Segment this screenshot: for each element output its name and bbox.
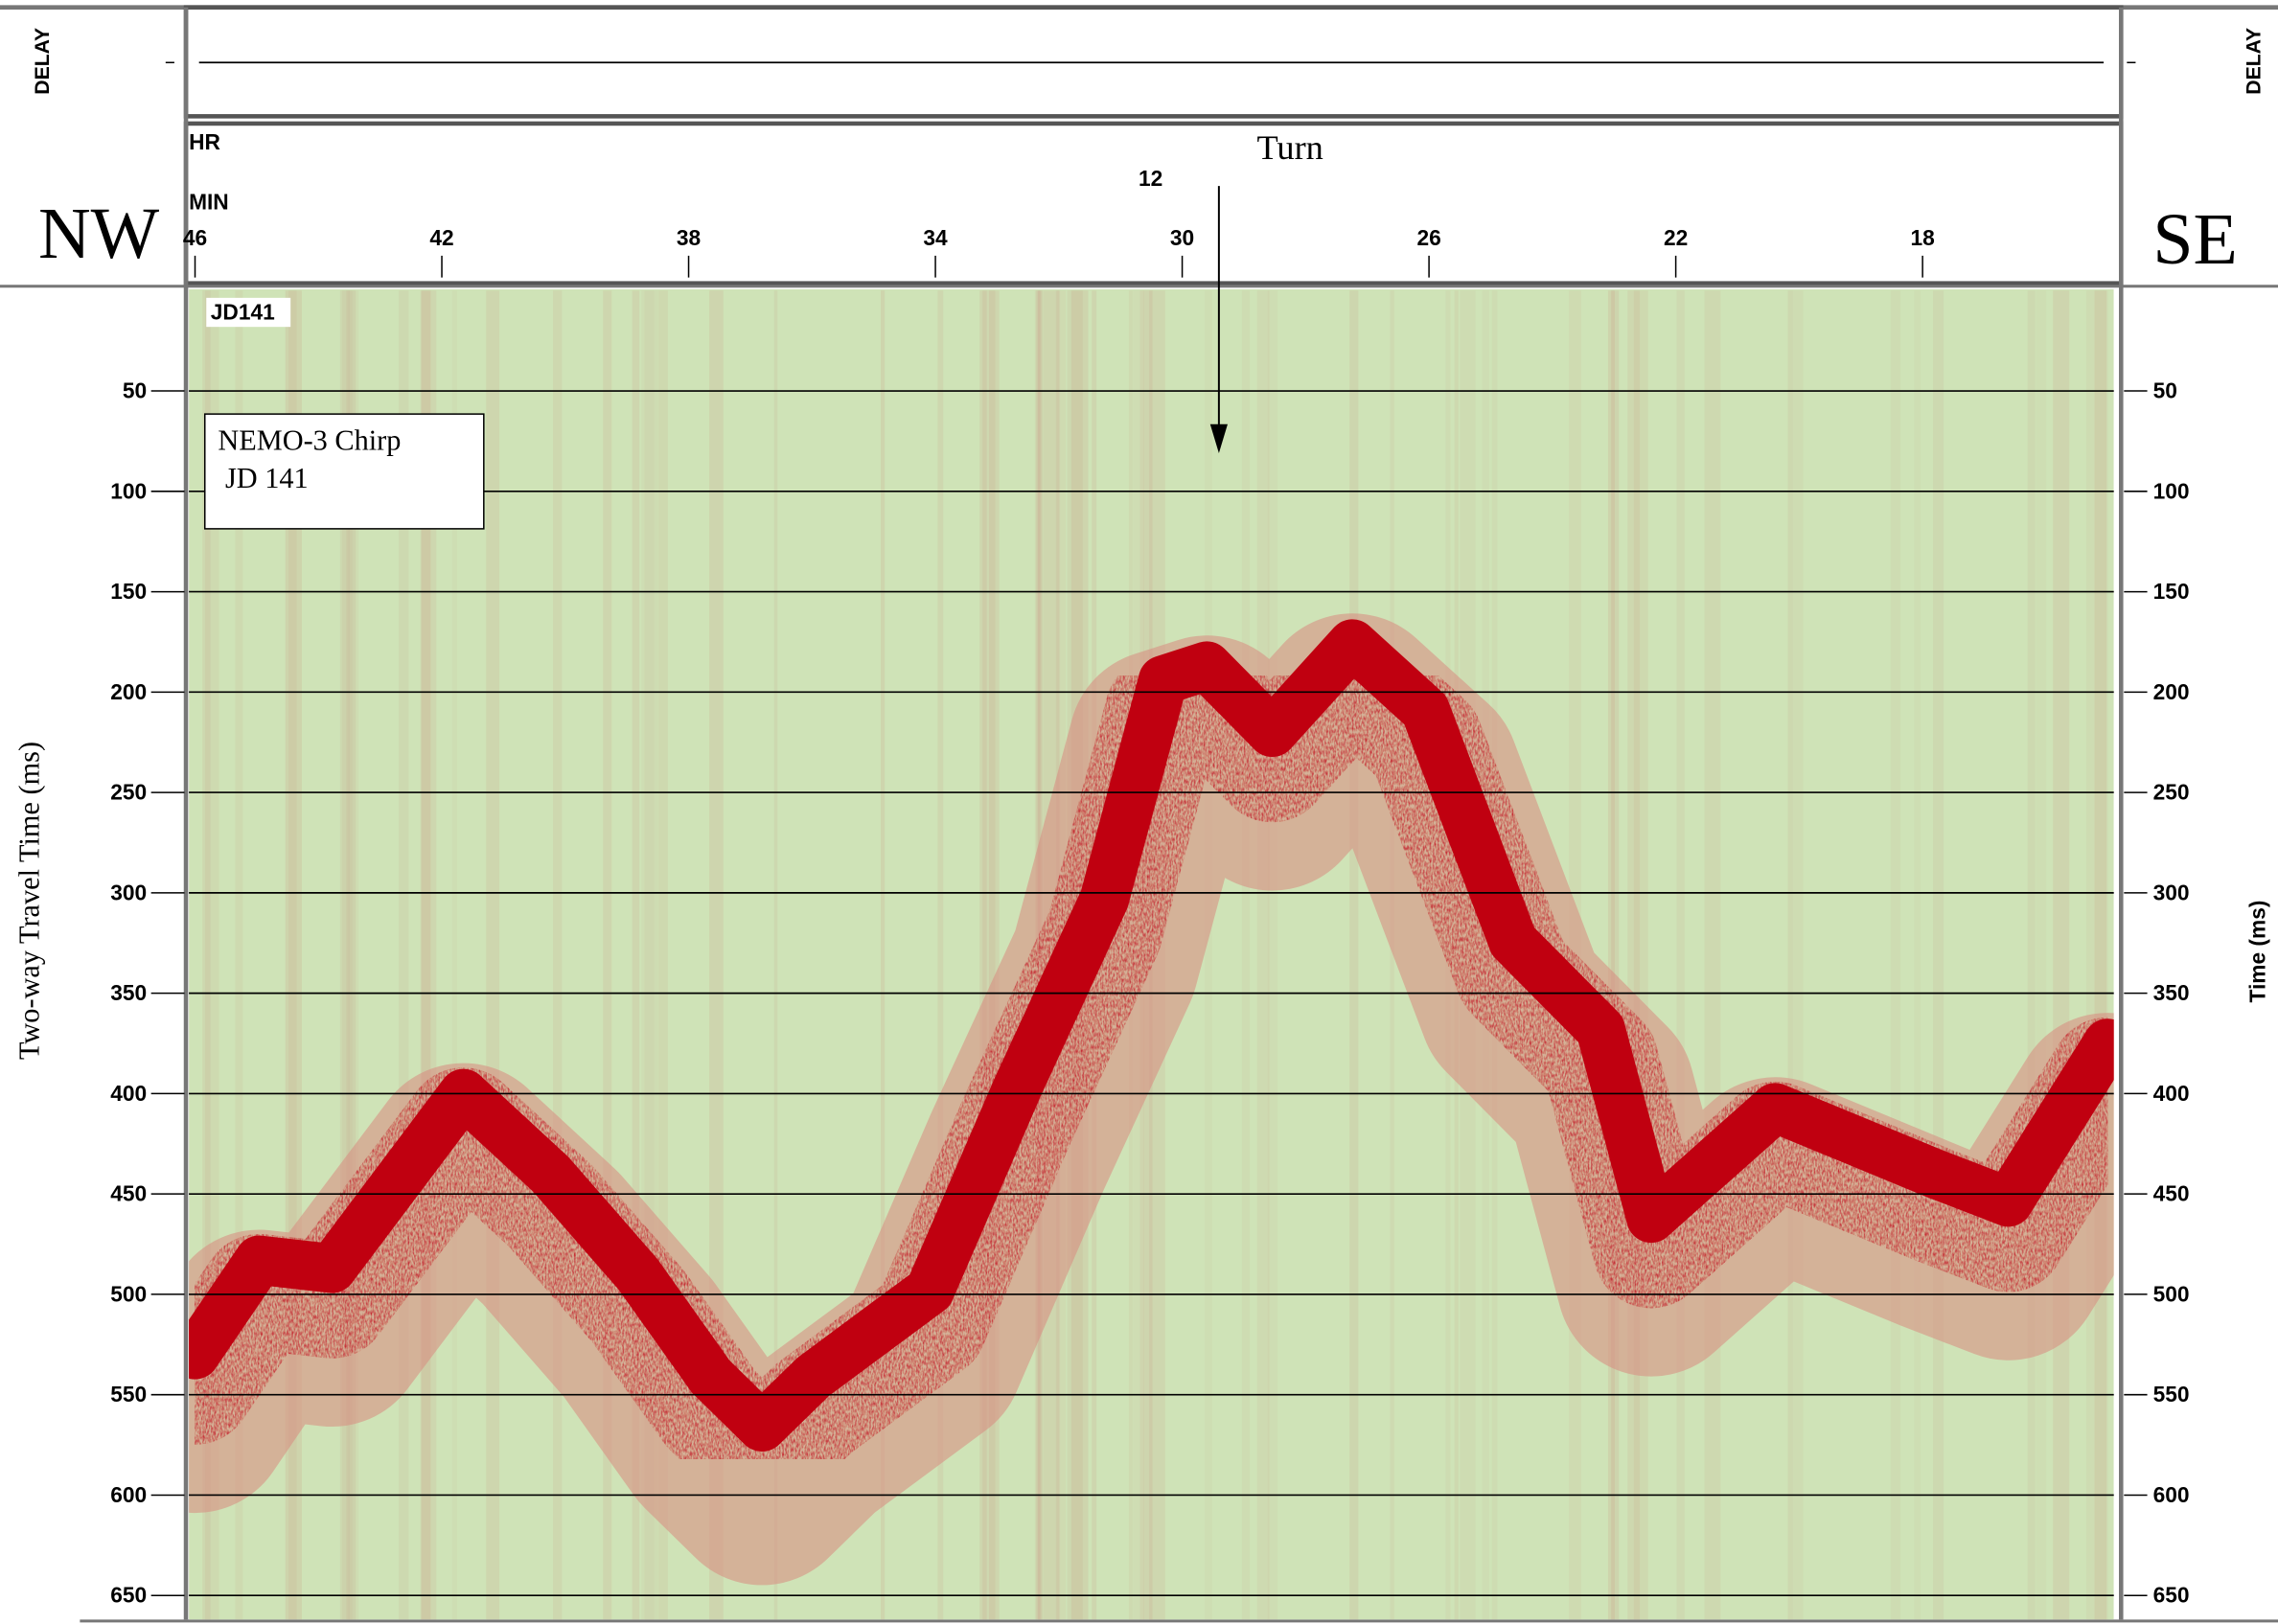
y-axis-label: Two-way Travel Time (ms) (12, 742, 45, 1060)
noise-stripe (421, 290, 431, 1620)
noise-stripe (2095, 290, 2108, 1620)
x-tick-label: 18 (1910, 225, 1934, 250)
noise-stripe (288, 290, 297, 1620)
noise-stripe (1633, 290, 1648, 1620)
label-box (206, 297, 291, 328)
noise-stripe (1704, 290, 1721, 1620)
noise-stripe (235, 290, 243, 1620)
y2-tick-label: 500 (2153, 1281, 2190, 1306)
y-tick-label: 500 (110, 1281, 147, 1306)
y2-tick-label: 100 (2153, 478, 2190, 503)
y-tick-label: 50 (123, 378, 147, 403)
x-tick-label: 30 (1170, 225, 1194, 250)
y-tick-label: 450 (110, 1181, 147, 1206)
x-tick-label: 22 (1664, 225, 1688, 250)
noise-stripe (1349, 290, 1359, 1620)
noise-stripe (399, 290, 409, 1620)
hour-label: 12 (1139, 166, 1162, 191)
delay-label: DELAY (2243, 28, 2265, 95)
y2-axis-label: Time (ms) (2244, 901, 2269, 1003)
noise-stripe (552, 290, 563, 1620)
noise-stripe (880, 290, 886, 1620)
noise-stripe (1676, 290, 1685, 1620)
hour-axis-label: HR (189, 129, 220, 154)
x-tick-label: 26 (1416, 225, 1440, 250)
noise-stripe (1890, 290, 1901, 1620)
legend-subtitle: JD 141 (225, 462, 309, 494)
noise-stripe (346, 290, 350, 1620)
y-tick-label: 550 (110, 1382, 147, 1407)
noise-stripe (202, 290, 211, 1620)
noise-stripe (632, 290, 640, 1620)
noise-stripe (2085, 290, 2096, 1620)
noise-stripe (1611, 290, 1620, 1620)
nw-label: NW (38, 194, 160, 274)
y2-tick-label: 450 (2153, 1181, 2190, 1206)
x-tick-label: 34 (923, 225, 948, 250)
y-tick-label: 150 (110, 579, 147, 604)
y-tick-label: 600 (110, 1482, 147, 1507)
minute-axis-label: MIN (189, 189, 229, 214)
y2-tick-label: 400 (2153, 1081, 2190, 1106)
y2-tick-label: 550 (2153, 1382, 2190, 1407)
line-label: JD141 (211, 300, 275, 325)
x-tick-label: 42 (429, 225, 453, 250)
y-tick-label: 400 (110, 1081, 147, 1106)
y-tick-label: 650 (110, 1583, 147, 1608)
noise-stripe (1933, 290, 1944, 1620)
noise-stripe (989, 290, 1000, 1620)
y-tick-label: 200 (110, 679, 147, 704)
noise-stripe (1787, 290, 1804, 1620)
noise-stripe (937, 290, 944, 1620)
axes: 50 50 100 100 150 150 200 200 250 250 300 300 350 350… (110, 225, 2189, 1608)
y-tick-label: 350 (110, 980, 147, 1005)
noise-stripe (1390, 290, 1394, 1620)
noise-stripe (1241, 290, 1250, 1620)
plot-area (189, 288, 2114, 1620)
turn-arrowhead (1209, 423, 1228, 454)
y2-tick-label: 50 (2153, 378, 2177, 403)
y-tick-label: 250 (110, 780, 147, 805)
noise-stripe (658, 290, 668, 1620)
noise-stripe (1256, 290, 1270, 1620)
noise-stripe (603, 290, 612, 1620)
delay-label: DELAY (32, 28, 54, 95)
y2-tick-label: 350 (2153, 980, 2190, 1005)
noise-stripe (1267, 290, 1278, 1620)
y2-tick-label: 250 (2153, 780, 2190, 805)
noise-stripe (1914, 290, 1921, 1620)
y-tick-label: 300 (110, 880, 147, 904)
y-tick-label: 100 (110, 478, 147, 503)
x-tick-label: 38 (677, 225, 701, 250)
noise-stripe (1205, 290, 1212, 1620)
y2-tick-label: 600 (2153, 1482, 2190, 1507)
y2-tick-label: 300 (2153, 880, 2190, 904)
reflector-core (189, 619, 2114, 1452)
turn-annotation: Turn (1256, 128, 1323, 167)
noise-stripe (773, 290, 778, 1620)
y2-tick-label: 650 (2153, 1583, 2190, 1608)
noise-stripe (2027, 290, 2036, 1620)
legend-title: NEMO-3 Chirp (218, 423, 401, 456)
reflector (189, 613, 2114, 1586)
x-tick-label: 46 (183, 225, 207, 250)
noise-stripe (1607, 290, 1615, 1620)
legend-box (203, 413, 485, 530)
se-label: SE (2152, 199, 2237, 280)
noise-stripe (1787, 290, 1793, 1620)
y2-tick-label: 200 (2153, 679, 2190, 704)
noise-stripe (486, 290, 500, 1620)
noise-stripe (2053, 290, 2070, 1620)
y2-tick-label: 150 (2153, 579, 2190, 604)
noise-stripe (979, 290, 987, 1620)
noise-stripe (2036, 290, 2047, 1620)
noise-stripe (451, 290, 458, 1620)
noise-stripe (348, 290, 353, 1620)
